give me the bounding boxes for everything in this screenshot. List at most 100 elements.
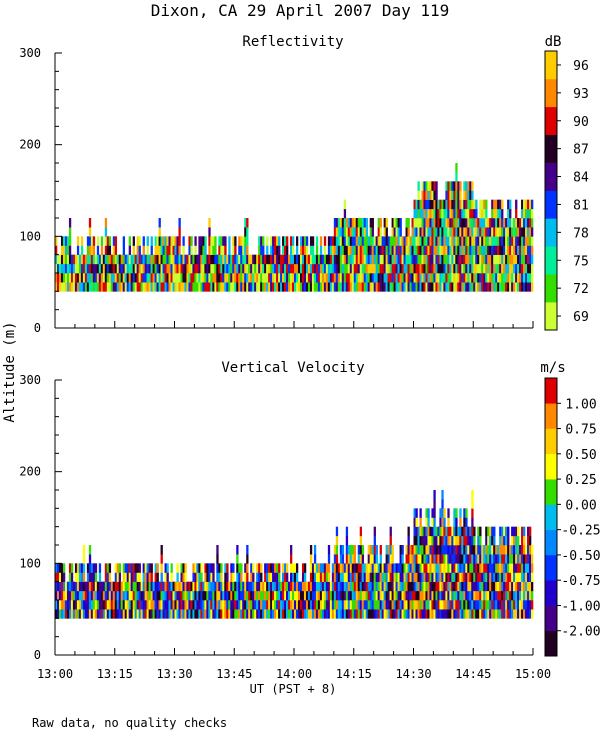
data-cell	[423, 218, 426, 228]
data-cell	[190, 273, 193, 283]
data-cell	[457, 572, 460, 582]
data-cell	[427, 545, 430, 555]
data-cell	[457, 190, 460, 200]
data-cell	[68, 572, 72, 582]
data-cell	[246, 554, 249, 564]
data-cell	[110, 581, 114, 592]
data-cell	[80, 581, 84, 592]
data-cell	[264, 263, 267, 274]
data-cell	[497, 218, 500, 228]
data-cell	[441, 282, 444, 292]
data-cell	[325, 273, 329, 283]
data-cell	[96, 263, 100, 274]
data-cell	[461, 563, 464, 573]
data-cell	[210, 254, 213, 265]
data-cell	[523, 600, 526, 610]
data-cell	[369, 218, 372, 228]
data-cell	[527, 208, 530, 219]
data-cell	[473, 263, 476, 274]
data-cell	[148, 263, 151, 274]
data-cell	[487, 563, 490, 573]
data-cell	[437, 545, 440, 555]
data-cell	[461, 572, 464, 582]
data-cell	[369, 572, 372, 582]
data-cell	[78, 263, 82, 274]
data-cell	[431, 245, 434, 255]
data-cell	[459, 190, 462, 200]
data-cell	[353, 236, 357, 246]
data-cell	[443, 263, 446, 274]
data-cell	[463, 208, 466, 219]
data-cell	[457, 554, 460, 564]
data-cell	[294, 263, 297, 274]
data-cell	[280, 254, 283, 265]
data-cell	[102, 282, 106, 292]
data-cell	[90, 590, 94, 601]
data-cell	[507, 227, 510, 237]
data-cell	[98, 581, 102, 592]
data-cell	[64, 282, 68, 292]
data-cell	[343, 273, 347, 283]
data-cell	[409, 609, 412, 619]
data-cell	[76, 273, 80, 283]
data-cell	[341, 609, 345, 619]
data-cell	[108, 609, 112, 619]
data-cell	[178, 600, 181, 610]
data-cell	[278, 254, 281, 265]
data-cell	[240, 273, 243, 283]
data-cell	[240, 600, 243, 610]
data-cell	[359, 282, 363, 292]
data-cell	[62, 572, 66, 582]
data-cell	[286, 609, 289, 619]
data-cell	[64, 254, 68, 265]
data-cell	[315, 572, 319, 582]
data-cell	[198, 609, 201, 619]
data-cell	[240, 572, 243, 582]
data-cell	[477, 590, 480, 601]
data-cell	[359, 245, 363, 255]
data-cell	[206, 563, 209, 573]
data-cell	[274, 254, 277, 265]
data-cell	[58, 590, 62, 601]
data-cell	[164, 609, 167, 619]
data-cell	[311, 282, 315, 292]
data-cell	[411, 236, 414, 246]
data-cell	[292, 600, 295, 610]
data-cell	[387, 263, 390, 274]
data-cell	[202, 609, 205, 619]
data-cell	[242, 600, 245, 610]
data-cell	[224, 581, 227, 592]
data-cell	[331, 236, 335, 246]
data-cell	[327, 581, 331, 592]
data-cell	[90, 563, 94, 573]
data-cell	[178, 609, 181, 619]
data-cell	[447, 535, 450, 546]
data-cell	[439, 218, 442, 228]
data-cell	[379, 245, 382, 255]
data-cell	[379, 263, 382, 274]
data-cell	[399, 227, 402, 237]
data-cell	[427, 517, 430, 527]
data-cell	[415, 236, 418, 246]
data-cell	[305, 236, 309, 246]
data-cell	[433, 508, 436, 518]
data-cell	[369, 227, 372, 237]
data-cell	[419, 526, 422, 537]
data-cell	[513, 282, 516, 292]
data-cell	[473, 227, 476, 237]
data-cell	[186, 282, 189, 292]
data-cell	[108, 282, 112, 292]
data-cell	[76, 572, 80, 582]
data-cell	[505, 282, 508, 292]
data-cell	[515, 581, 518, 592]
data-cell	[479, 535, 482, 546]
data-cell	[529, 581, 532, 592]
data-cell	[349, 218, 353, 228]
data-cell	[523, 545, 526, 555]
data-cell	[449, 245, 452, 255]
data-cell	[240, 254, 243, 265]
data-cell	[114, 236, 118, 246]
data-cell	[425, 218, 428, 228]
data-cell	[493, 572, 496, 582]
data-cell	[206, 572, 209, 582]
